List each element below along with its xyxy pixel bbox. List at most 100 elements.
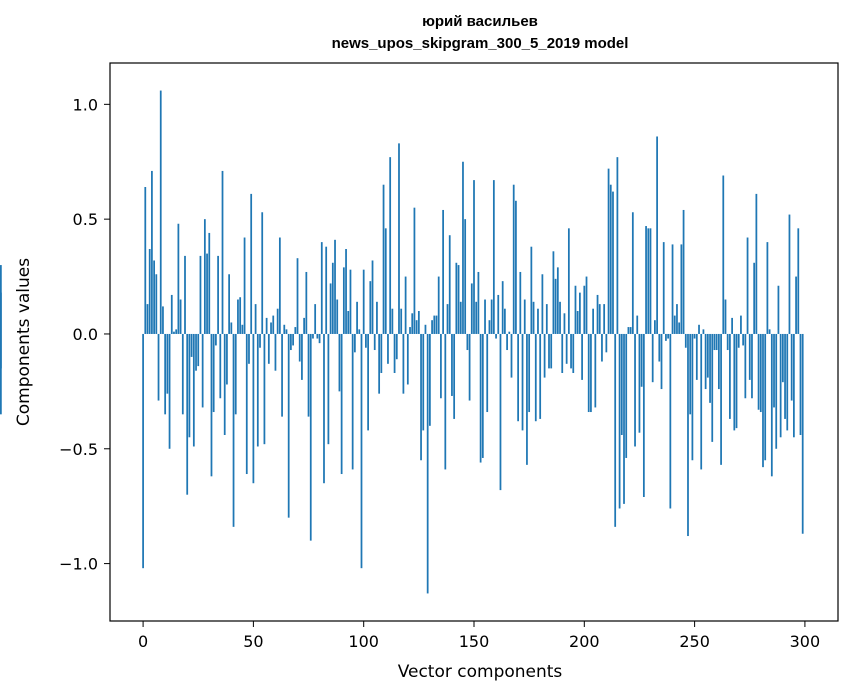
- bar-234: [658, 333, 661, 362]
- bar-108: [380, 333, 383, 373]
- bar-203: [590, 333, 592, 413]
- bar-127: [422, 333, 425, 431]
- bar-156: [486, 333, 489, 413]
- bar-102: [367, 333, 369, 431]
- bar-118: [402, 333, 405, 394]
- bar-135: [440, 333, 442, 399]
- bar-132: [433, 315, 436, 334]
- bar-134: [437, 276, 440, 334]
- bar-86: [331, 262, 334, 334]
- bar-269: [735, 333, 738, 429]
- bar-77: [312, 333, 314, 339]
- bar-45: [241, 324, 244, 334]
- bar-48: [248, 333, 250, 364]
- bar-281: [762, 333, 764, 468]
- bar-4: [151, 170, 153, 334]
- bar-14: [173, 331, 175, 334]
- bar-212: [609, 184, 612, 334]
- bar-7: [157, 333, 160, 401]
- bar-53: [259, 333, 261, 348]
- bar-261: [717, 333, 720, 390]
- bar-216: [618, 333, 621, 509]
- bar-105: [373, 333, 376, 351]
- chart-title: юрий васильев: [422, 13, 538, 30]
- bar-123: [413, 207, 416, 334]
- bar-44: [239, 297, 242, 334]
- bar-103: [369, 281, 372, 334]
- bar-128: [424, 324, 427, 334]
- bar-267: [731, 317, 733, 334]
- bar-55: [263, 333, 266, 445]
- bar-142: [455, 262, 458, 334]
- bar-11: [166, 333, 169, 394]
- bar-205: [594, 333, 597, 408]
- bar-67: [290, 333, 292, 351]
- bar-180: [539, 333, 542, 419]
- bar-54: [261, 212, 264, 334]
- bar-30: [208, 232, 211, 334]
- bar-163: [501, 281, 504, 334]
- bar-229: [647, 228, 650, 334]
- bar-176: [530, 246, 533, 334]
- bar-266: [729, 333, 731, 419]
- bar-190: [561, 333, 564, 373]
- bar-214: [614, 333, 617, 527]
- bar-18: [181, 333, 184, 415]
- bar-10: [164, 333, 167, 415]
- bar-193: [567, 228, 570, 334]
- bar-57: [267, 333, 270, 364]
- bar-56: [265, 317, 268, 334]
- bar-133: [435, 315, 438, 334]
- bar-168: [512, 184, 515, 334]
- bar-150: [473, 180, 475, 334]
- bar-138: [446, 304, 449, 334]
- bar-159: [492, 180, 495, 334]
- bar-101: [365, 333, 367, 348]
- bar-198: [579, 292, 581, 334]
- bar-221: [629, 327, 632, 334]
- bar-245: [682, 209, 685, 334]
- bar-175: [528, 333, 531, 413]
- bar-84: [327, 333, 330, 445]
- bar-227: [642, 333, 645, 497]
- bar-220: [627, 327, 630, 334]
- bar-106: [376, 301, 378, 334]
- bar-258: [711, 333, 714, 442]
- bar-237: [665, 333, 667, 341]
- bar-99: [360, 333, 363, 569]
- bar-107: [378, 333, 381, 394]
- bar-243: [678, 322, 681, 334]
- bar-119: [404, 276, 407, 334]
- bar-264: [724, 299, 727, 334]
- bar-104: [371, 260, 374, 334]
- bar-74: [305, 271, 308, 334]
- bar-230: [649, 228, 652, 334]
- bar-93: [347, 311, 350, 334]
- bar-25: [197, 333, 200, 367]
- bar-2: [146, 304, 149, 334]
- bar-81: [320, 242, 323, 334]
- bar-265: [726, 333, 729, 351]
- bar-185: [550, 333, 553, 369]
- bar-183: [545, 304, 548, 334]
- bar-222: [631, 212, 634, 334]
- bar-31: [210, 333, 213, 477]
- x-tick-label: 100: [348, 632, 379, 651]
- bar-40: [230, 322, 233, 334]
- bar-98: [358, 329, 361, 334]
- bar-19: [184, 255, 186, 334]
- bar-113: [391, 308, 394, 334]
- bar-295: [793, 333, 795, 438]
- y-axis-label: Components values: [14, 258, 34, 426]
- bar-154: [481, 333, 484, 458]
- bar-204: [592, 308, 594, 334]
- bar-174: [526, 333, 528, 465]
- bar-297: [797, 228, 800, 334]
- bar-95: [351, 333, 354, 470]
- bar-27: [201, 333, 204, 408]
- bar-215: [616, 157, 619, 334]
- bar-189: [559, 301, 561, 334]
- bar-184: [548, 333, 550, 369]
- bar-240: [671, 244, 674, 334]
- bar-13: [170, 294, 173, 334]
